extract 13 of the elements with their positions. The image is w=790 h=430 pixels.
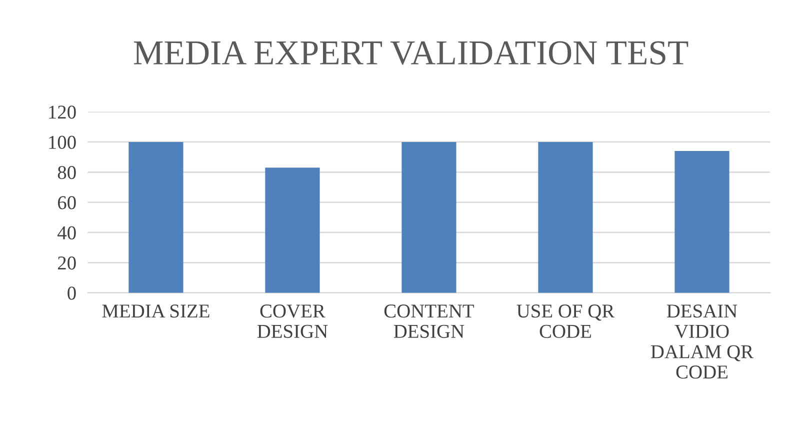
chart-title: MEDIA EXPERT VALIDATION TEST <box>134 41 688 65</box>
y-tick-label: 120 <box>49 106 76 119</box>
x-tick-label: COVER DESIGN <box>257 304 328 338</box>
x-tick-label: MEDIA SIZE <box>102 304 210 318</box>
y-tick-label: 20 <box>58 256 76 270</box>
y-tick-label: 80 <box>58 166 76 180</box>
y-tick-label: 40 <box>58 226 76 240</box>
y-tick-label: 100 <box>49 136 76 149</box>
x-tick-label: CONTENT DESIGN <box>384 304 474 338</box>
x-tick-label: DESAIN VIDIO DALAM QR CODE <box>650 304 754 379</box>
x-tick-label: USE OF QR CODE <box>516 304 615 338</box>
y-tick-label: 0 <box>68 286 76 300</box>
y-tick-label: 60 <box>58 196 76 210</box>
